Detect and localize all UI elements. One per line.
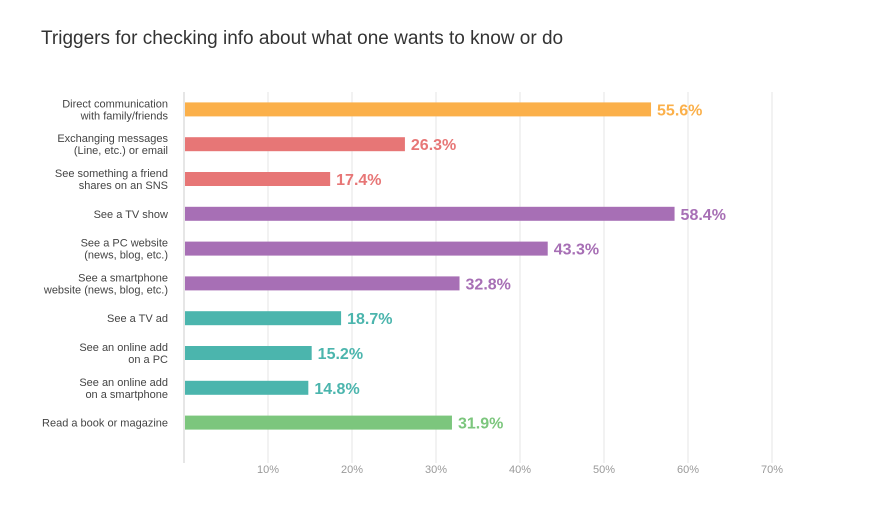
category-label: website (news, blog, etc.) [43, 284, 168, 296]
category-label: Exchanging messages [57, 133, 168, 145]
bar [185, 172, 331, 186]
bar [185, 137, 405, 152]
category-label: Read a book or magazine [42, 418, 168, 430]
data-label: 26.3% [411, 137, 456, 154]
x-tick-label: 20% [341, 464, 363, 476]
data-label: 14.8% [314, 381, 359, 398]
category-label: (news, blog, etc.) [84, 250, 168, 262]
category-label: on a smartphone [85, 389, 168, 401]
data-label: 43.3% [554, 242, 599, 259]
category-label: See something a friend [55, 168, 168, 180]
bar [185, 102, 652, 117]
x-tick-label: 40% [509, 464, 531, 476]
data-label: 31.9% [458, 416, 503, 433]
x-tick-label: 60% [677, 464, 699, 476]
category-label: See a PC website [81, 238, 168, 250]
data-label: 32.8% [466, 276, 511, 293]
category-label: (Line, etc.) or email [74, 145, 168, 157]
category-label: See a TV ad [107, 313, 168, 325]
bar [185, 415, 452, 430]
category-label: See a TV show [94, 209, 168, 221]
bar [185, 241, 548, 256]
x-tick-label: 50% [593, 464, 615, 476]
data-label: 17.4% [336, 172, 381, 189]
x-tick-label: 70% [761, 464, 783, 476]
x-tick-label: 10% [257, 464, 279, 476]
category-label: See an online add [79, 377, 168, 389]
bar [185, 311, 342, 326]
data-label: 18.7% [347, 311, 392, 328]
data-label: 58.4% [681, 207, 726, 224]
x-tick-label: 30% [425, 464, 447, 476]
category-label: shares on an SNS [79, 180, 168, 192]
bar [185, 276, 460, 291]
category-label: Direct communication [62, 98, 168, 110]
category-label: See a smartphone [78, 272, 168, 284]
data-label: 15.2% [318, 346, 363, 363]
category-label: See an online add [79, 342, 168, 354]
bar [185, 380, 309, 395]
data-label: 55.6% [657, 102, 702, 119]
category-label: with family/friends [80, 110, 169, 122]
bar [185, 206, 675, 221]
category-label: on a PC [128, 354, 168, 366]
chart-title: Triggers for checking info about what on… [41, 28, 564, 49]
bar [185, 346, 312, 360]
